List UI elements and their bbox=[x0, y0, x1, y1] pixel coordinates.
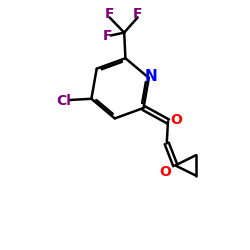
Text: N: N bbox=[144, 69, 157, 84]
Text: F: F bbox=[105, 7, 114, 21]
Text: F: F bbox=[103, 28, 113, 42]
Text: O: O bbox=[170, 113, 182, 127]
Text: O: O bbox=[160, 164, 172, 178]
Text: F: F bbox=[133, 7, 142, 21]
Text: Cl: Cl bbox=[56, 94, 72, 108]
